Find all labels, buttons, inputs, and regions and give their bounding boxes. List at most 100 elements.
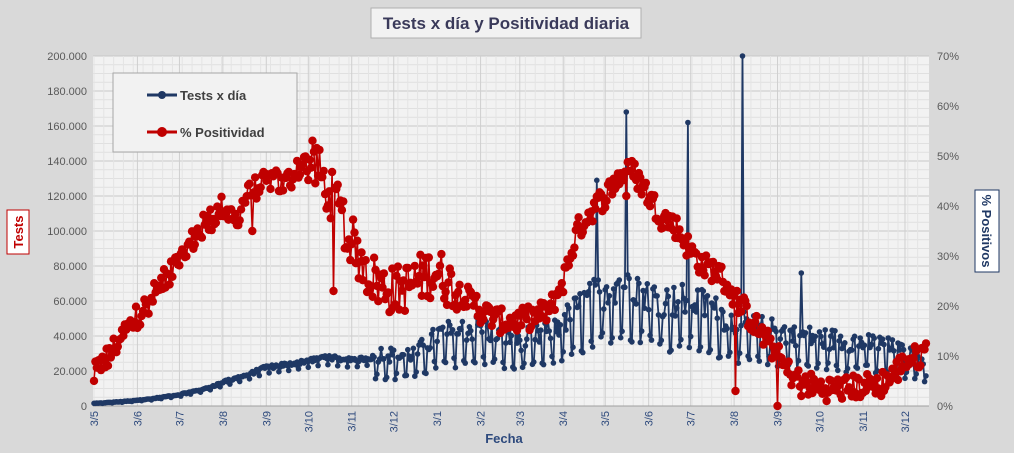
x-tick-label: 3/9 bbox=[261, 411, 273, 426]
tests-point bbox=[713, 295, 719, 301]
pos-point bbox=[717, 262, 726, 271]
x-tick-label: 3/3 bbox=[515, 411, 527, 426]
tests-point bbox=[899, 342, 905, 348]
tests-point bbox=[828, 333, 834, 340]
pos-point bbox=[252, 194, 261, 203]
pos-point bbox=[645, 202, 655, 211]
tests-point bbox=[694, 287, 701, 293]
pos-point bbox=[455, 280, 464, 289]
pos-point bbox=[683, 232, 693, 241]
pos-point bbox=[517, 321, 526, 330]
tests-point bbox=[626, 275, 632, 282]
pos-point bbox=[262, 176, 271, 185]
tests-point bbox=[603, 284, 610, 290]
tests-point bbox=[825, 360, 831, 366]
tests-point bbox=[440, 324, 446, 331]
pos-point bbox=[353, 236, 362, 245]
pos-point bbox=[574, 213, 583, 222]
tests-point bbox=[643, 288, 649, 294]
tests-point bbox=[717, 354, 723, 360]
pos-point bbox=[784, 357, 793, 366]
tests-point bbox=[568, 351, 575, 358]
y2-tick-label: 0% bbox=[937, 401, 953, 413]
tests-point bbox=[595, 277, 601, 283]
tests-point bbox=[374, 371, 380, 378]
tests-point bbox=[372, 375, 379, 382]
pos-point bbox=[400, 306, 410, 315]
pos-point bbox=[816, 377, 826, 386]
pos-point bbox=[399, 276, 408, 285]
pos-point bbox=[403, 263, 412, 273]
pos-point bbox=[327, 167, 337, 177]
pos-point bbox=[337, 205, 347, 215]
y2-tick-label: 50% bbox=[937, 151, 959, 163]
x-tick-label: 3/7 bbox=[686, 411, 698, 426]
legend-pos-marker bbox=[157, 127, 167, 137]
pos-point bbox=[182, 252, 191, 261]
tests-point bbox=[449, 327, 456, 333]
x-tick-label: 3/6 bbox=[132, 411, 144, 426]
pos-point bbox=[211, 218, 221, 227]
pos-point bbox=[650, 191, 659, 200]
pos-point bbox=[752, 311, 761, 321]
tests-point bbox=[596, 289, 603, 295]
pos-point bbox=[165, 280, 174, 289]
tests-point bbox=[693, 309, 700, 315]
tests-point bbox=[540, 361, 547, 368]
tests-point bbox=[344, 364, 351, 370]
x-tick-label: 3/1 bbox=[432, 411, 444, 426]
tests-point bbox=[413, 369, 420, 375]
tests-point bbox=[854, 365, 861, 371]
pos-point bbox=[619, 176, 628, 185]
y-axis-title-box bbox=[6, 209, 30, 255]
tests-point bbox=[687, 333, 694, 340]
tests-point bbox=[868, 341, 875, 348]
pos-point bbox=[700, 271, 709, 280]
tests-point bbox=[832, 328, 838, 334]
pos-point bbox=[636, 173, 645, 182]
tests-point bbox=[522, 343, 529, 349]
y2-axis-ticks: 0% 10% 20% 30% 40% 50% 60% 70% bbox=[937, 51, 959, 413]
tests-point bbox=[728, 312, 735, 319]
pos-point bbox=[333, 180, 342, 189]
tests-point bbox=[623, 109, 630, 115]
pos-point bbox=[420, 272, 429, 282]
tests-point bbox=[658, 337, 665, 344]
y-tick-label: 120.000 bbox=[47, 191, 87, 203]
y-tick-label: 160.000 bbox=[47, 121, 87, 133]
tests-point bbox=[587, 280, 593, 287]
tests-point bbox=[861, 342, 868, 349]
tests-point bbox=[591, 276, 597, 283]
pos-point bbox=[201, 211, 211, 221]
pos-point bbox=[826, 376, 835, 385]
tests-point bbox=[463, 337, 470, 343]
tests-point bbox=[594, 177, 600, 184]
tests-point bbox=[673, 305, 680, 311]
pos-point bbox=[559, 287, 568, 297]
tests-point bbox=[790, 338, 796, 344]
pos-point bbox=[206, 205, 215, 214]
tests-point bbox=[727, 349, 733, 356]
tests-point bbox=[609, 335, 615, 341]
tests-point bbox=[276, 368, 282, 375]
x-tick-label: 3/12 bbox=[900, 411, 912, 432]
pos-point bbox=[217, 192, 226, 201]
legend-tests-label: Tests x día bbox=[180, 88, 247, 103]
pos-point bbox=[361, 256, 370, 265]
pos-point bbox=[731, 386, 740, 396]
tests-point bbox=[430, 326, 436, 333]
tests-point bbox=[818, 333, 824, 340]
tests-point bbox=[678, 336, 684, 343]
tests-point bbox=[452, 364, 459, 371]
pos-point bbox=[213, 202, 222, 211]
tests-point bbox=[601, 306, 607, 312]
tests-point bbox=[826, 346, 833, 353]
y2-tick-label: 70% bbox=[937, 51, 959, 63]
pos-point bbox=[131, 302, 141, 311]
tests-point bbox=[792, 342, 799, 349]
pos-point bbox=[136, 320, 145, 329]
pos-point bbox=[378, 283, 387, 292]
tests-point bbox=[902, 375, 908, 382]
pos-point bbox=[441, 287, 450, 297]
tests-point bbox=[536, 339, 543, 345]
